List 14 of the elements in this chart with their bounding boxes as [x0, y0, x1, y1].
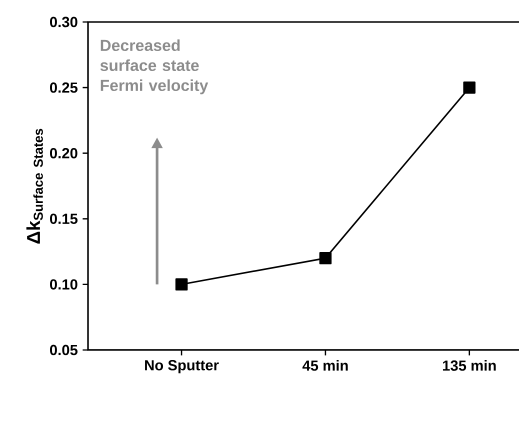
y-tick-label: 0.15	[50, 214, 78, 224]
point	[319, 252, 332, 264]
x-tick-label: 45 min	[302, 360, 348, 371]
y-axis-title: $\mathbf{Δk}_{\mathbf{Surface\ States}}$	[26, 128, 43, 244]
point	[175, 278, 188, 291]
y-tick-label: 0.30	[50, 16, 78, 28]
x-tick-label: 135 min	[442, 360, 496, 371]
y-tick-label: 0.10	[50, 279, 78, 290]
y-tick-label: 0.05	[50, 344, 78, 356]
point	[463, 81, 476, 94]
y-tick-label: 0.20	[50, 148, 78, 158]
y-tick-label: 0.25	[50, 82, 78, 93]
x-tick-label: No Sputter	[145, 360, 219, 374]
annotation: Decreased surface state Fermi velocity	[100, 39, 208, 94]
